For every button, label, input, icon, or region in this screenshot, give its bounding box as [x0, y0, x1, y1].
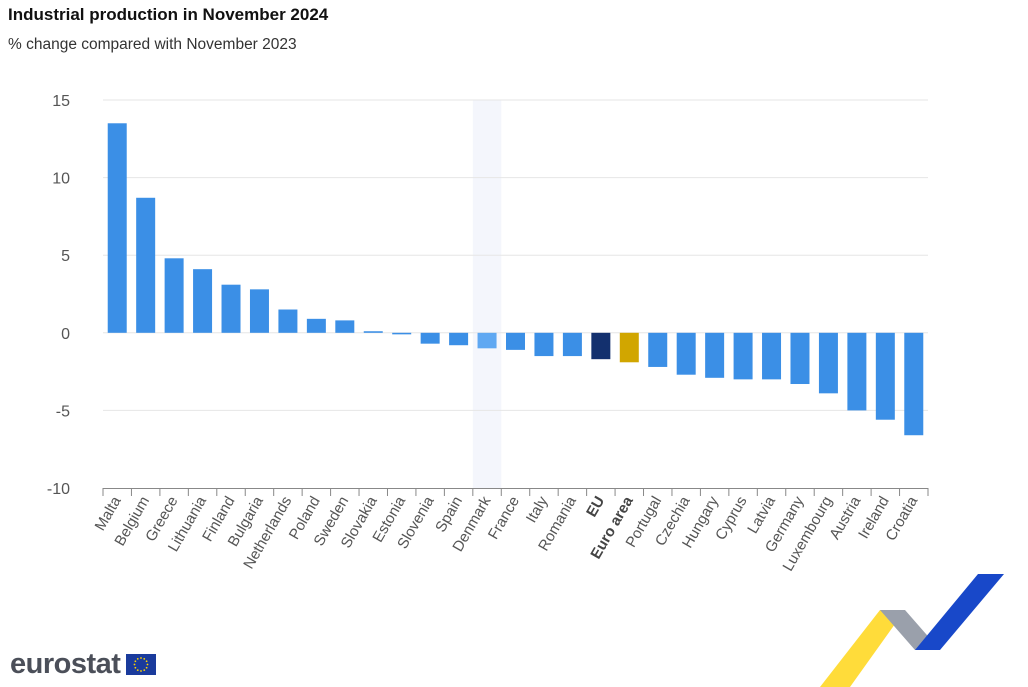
bar-czechia[interactable] [676, 332, 696, 375]
eurostat-wordmark: eurostat [10, 648, 121, 680]
bar-latvia[interactable] [762, 332, 782, 380]
chart-title: Industrial production in November 2024 [8, 5, 329, 24]
bar-ireland[interactable] [875, 332, 895, 420]
bar-sweden[interactable] [335, 320, 355, 333]
bar-slovakia[interactable] [363, 331, 383, 333]
bar-euro-area[interactable] [619, 332, 639, 363]
bar-finland[interactable] [221, 284, 241, 333]
y-tick-label: 10 [52, 171, 70, 188]
bar-bulgaria[interactable] [249, 289, 269, 333]
x-tick-label: Italy [523, 493, 552, 526]
bar-croatia[interactable] [904, 332, 924, 436]
bar-spain[interactable] [449, 332, 469, 346]
bar-belgium[interactable] [136, 197, 156, 333]
bar-france[interactable] [506, 332, 525, 350]
y-tick-label: 15 [52, 93, 70, 110]
y-tick-label: 5 [61, 248, 70, 265]
bar-portugal[interactable] [648, 332, 668, 367]
bar-lithuania[interactable] [193, 269, 213, 333]
bar-greece[interactable] [164, 258, 184, 333]
bar-germany[interactable] [790, 332, 810, 385]
bar-luxembourg[interactable] [818, 332, 838, 394]
bar-eu[interactable] [591, 332, 611, 360]
bar-austria[interactable] [847, 332, 867, 411]
bar-poland[interactable] [306, 318, 326, 333]
y-tick-label: -10 [47, 481, 70, 498]
x-tick-label: EU [583, 494, 608, 521]
bar-slovenia[interactable] [420, 332, 440, 344]
highlight-band [472, 100, 502, 488]
bar-romania[interactable] [562, 332, 582, 357]
decorative-ribbon [820, 574, 1004, 687]
bar-cyprus[interactable] [733, 332, 753, 380]
bar-estonia[interactable] [392, 332, 412, 335]
bar-denmark[interactable] [477, 332, 497, 349]
eurostat-logo: eurostat [10, 648, 157, 681]
bar-netherlands[interactable] [278, 309, 298, 333]
eu-flag-icon [126, 654, 157, 675]
bar-italy[interactable] [534, 332, 554, 357]
bar-hungary[interactable] [705, 332, 725, 378]
chart-subtitle: % change compared with November 2023 [8, 36, 297, 53]
bar-malta[interactable] [107, 123, 127, 333]
y-tick-label: -5 [56, 403, 70, 420]
y-tick-label: 0 [61, 326, 70, 343]
